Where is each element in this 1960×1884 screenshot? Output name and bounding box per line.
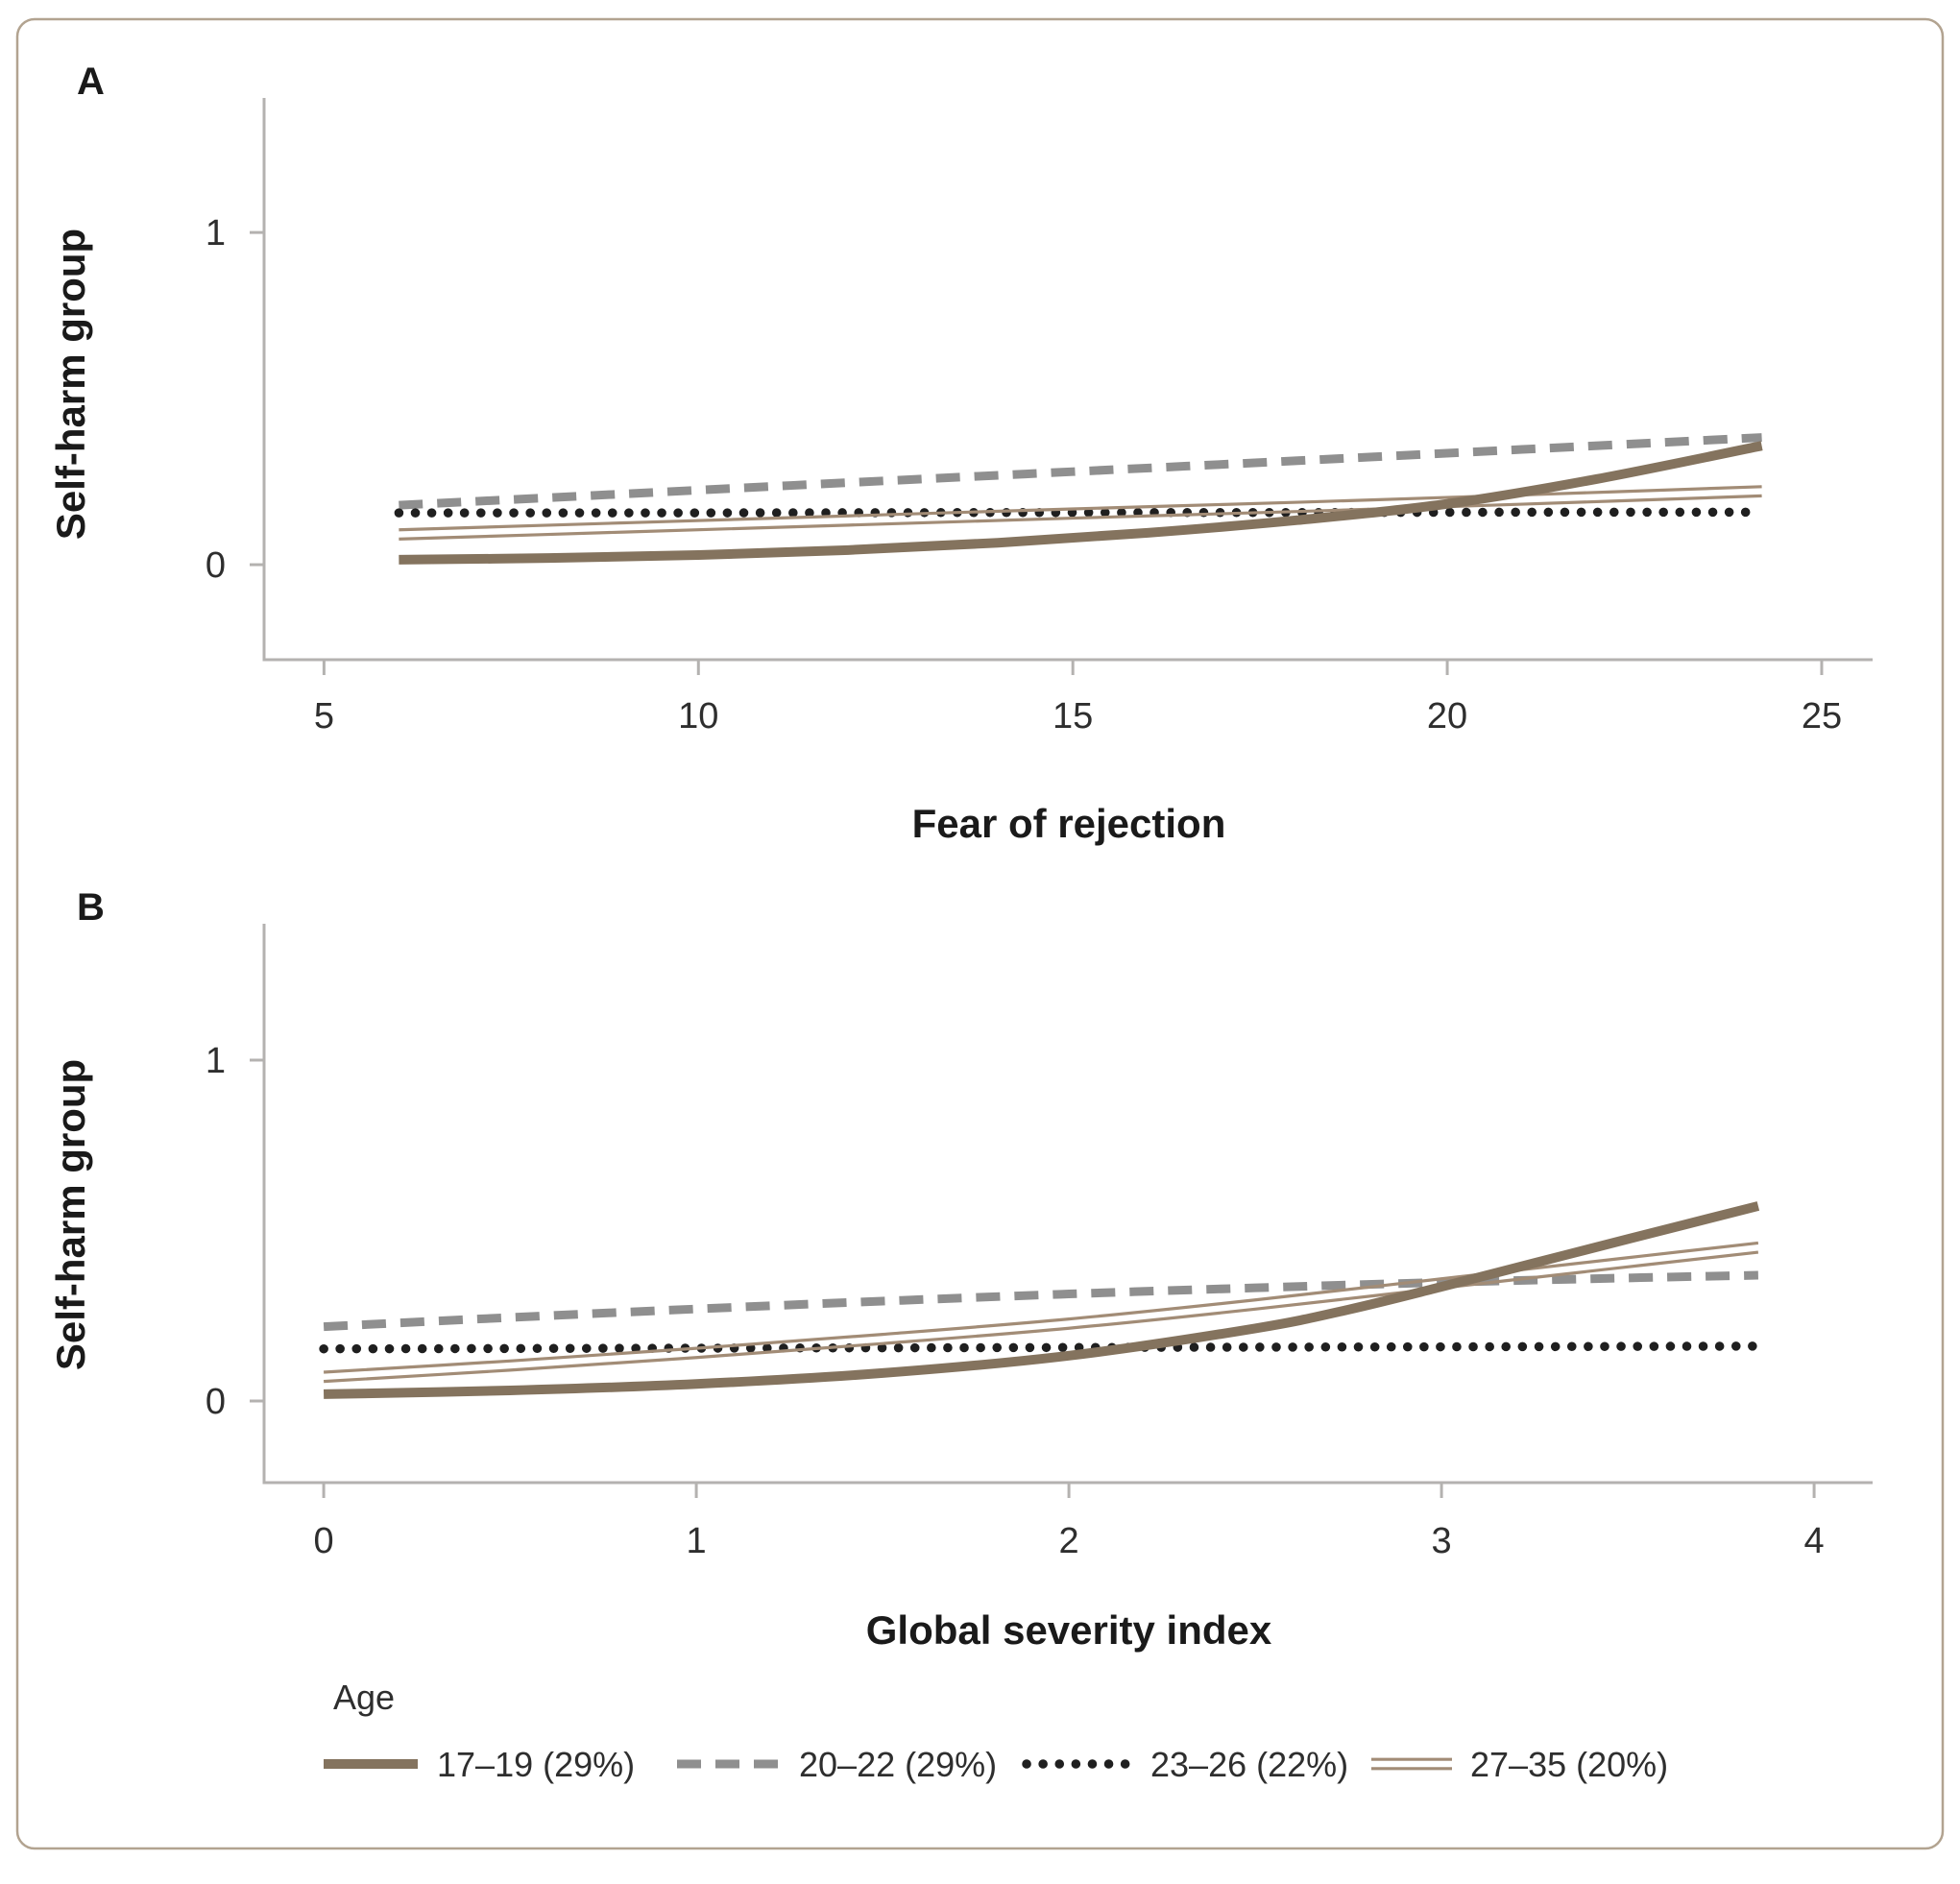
series-curve-dotted xyxy=(394,507,1767,518)
panel-b-xlabel: Global severity index xyxy=(866,1607,1272,1653)
y-tick-label: 1 xyxy=(206,1041,226,1081)
legend-label-27-35: 27–35 (20%) xyxy=(1470,1745,1668,1784)
series-curve-dashed xyxy=(399,433,1762,510)
axis-line xyxy=(262,98,1873,662)
y-tick-label: 1 xyxy=(206,213,226,254)
y-tick-label: 0 xyxy=(206,545,226,586)
x-tick-label: 4 xyxy=(1804,1521,1825,1561)
series-curve-solid-thick xyxy=(323,1201,1760,1399)
panel-a-ylabel: Self-harm group xyxy=(48,229,93,540)
series-curve-double xyxy=(323,1241,1759,1374)
x-tick-label: 3 xyxy=(1432,1521,1452,1561)
x-tick-label: 1 xyxy=(687,1521,707,1561)
y-tick-label: 0 xyxy=(206,1382,226,1422)
legend-label-17-19: 17–19 (29%) xyxy=(437,1745,635,1784)
legend-label-23-26: 23–26 (22%) xyxy=(1150,1745,1348,1784)
panel-a-axes: 015 10 15 20 25 xyxy=(206,98,1873,737)
x-tick-label: 15 xyxy=(1053,696,1093,737)
x-tick-label: 25 xyxy=(1802,696,1842,737)
panel-b-curves xyxy=(319,1201,1763,1399)
series-curve-solid-thick xyxy=(399,441,1763,565)
x-tick-label: 10 xyxy=(678,696,718,737)
series-curve-dashed xyxy=(323,1270,1758,1332)
legend-swatches xyxy=(324,1757,1452,1771)
legend: Age 17–19 (29%) 20–22 (29%) 23–26 (22%) … xyxy=(324,1678,1668,1784)
panel-a-letter: A xyxy=(77,60,105,103)
panel-b-letter: B xyxy=(77,886,105,929)
panel-b-ylabel: Self-harm group xyxy=(48,1059,93,1370)
panel-a-curves xyxy=(394,433,1767,565)
panel-b: B Self-harm group Global severity index … xyxy=(48,886,1873,1653)
series-curve-double xyxy=(323,1250,1759,1384)
legend-label-20-22: 20–22 (29%) xyxy=(799,1745,997,1784)
x-tick-label: 0 xyxy=(314,1521,334,1561)
x-tick-label: 20 xyxy=(1427,696,1467,737)
series-curve-double xyxy=(399,494,1762,541)
panel-b-axes: 0 1 0 1 2 3 4 xyxy=(206,924,1873,1561)
figure-border xyxy=(15,17,1945,1850)
x-tick-label: 5 xyxy=(314,696,334,737)
series-curve-dotted xyxy=(319,1341,1763,1354)
panel-a: A Self-harm group Fear of rejection 015 1… xyxy=(48,60,1873,846)
x-tick-label: 2 xyxy=(1059,1521,1079,1561)
legend-title: Age xyxy=(333,1678,395,1717)
axis-line xyxy=(262,924,1873,1485)
panel-a-xlabel: Fear of rejection xyxy=(912,801,1226,846)
